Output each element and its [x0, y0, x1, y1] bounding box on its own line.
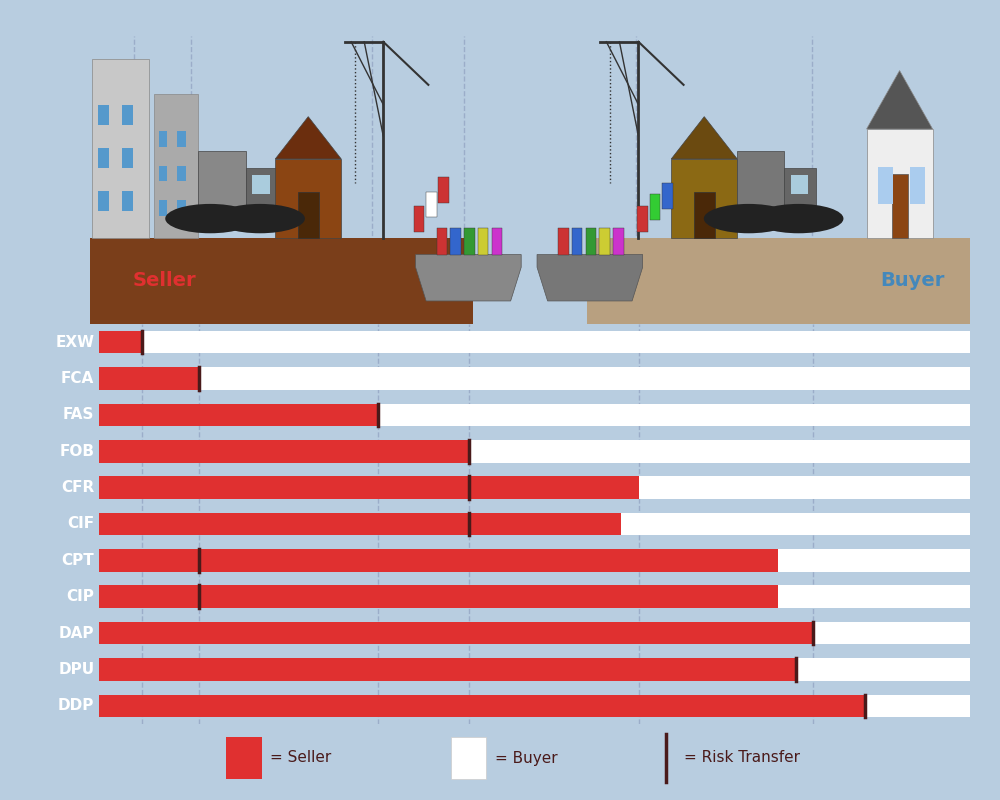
- Polygon shape: [867, 70, 933, 129]
- Bar: [159, 131, 167, 147]
- Bar: [298, 192, 319, 238]
- Bar: [99, 367, 199, 390]
- Polygon shape: [537, 254, 643, 301]
- Polygon shape: [671, 117, 737, 159]
- Bar: [791, 175, 808, 194]
- Circle shape: [215, 204, 305, 234]
- Text: CIF: CIF: [67, 517, 94, 531]
- Bar: [671, 159, 737, 238]
- Bar: [572, 228, 582, 254]
- Text: CPT: CPT: [62, 553, 94, 568]
- Bar: [246, 169, 277, 212]
- Bar: [98, 106, 109, 125]
- Text: Seller: Seller: [133, 271, 197, 290]
- Bar: [177, 166, 186, 182]
- Text: EXW: EXW: [55, 334, 94, 350]
- Text: FOB: FOB: [59, 444, 94, 458]
- Bar: [438, 177, 449, 203]
- Bar: [99, 694, 865, 717]
- Bar: [662, 183, 673, 209]
- Bar: [878, 167, 893, 204]
- Bar: [99, 694, 970, 717]
- Text: FAS: FAS: [63, 407, 94, 422]
- Bar: [99, 331, 970, 354]
- Bar: [99, 622, 813, 644]
- Circle shape: [754, 204, 843, 234]
- Bar: [492, 228, 502, 254]
- Bar: [99, 404, 378, 426]
- Bar: [613, 228, 624, 254]
- Polygon shape: [275, 117, 341, 159]
- Bar: [650, 194, 660, 220]
- Bar: [177, 131, 186, 147]
- Bar: [92, 59, 149, 238]
- Bar: [198, 151, 246, 212]
- Bar: [99, 331, 142, 354]
- Text: = Seller: = Seller: [270, 750, 332, 766]
- Bar: [122, 106, 133, 125]
- Bar: [451, 737, 486, 779]
- Bar: [99, 549, 778, 572]
- Bar: [867, 129, 933, 238]
- Text: FCA: FCA: [61, 371, 94, 386]
- Bar: [159, 166, 167, 182]
- Bar: [122, 191, 133, 211]
- FancyBboxPatch shape: [90, 238, 473, 324]
- Bar: [450, 228, 461, 254]
- Bar: [154, 94, 198, 238]
- Text: Buyer: Buyer: [881, 271, 945, 290]
- Bar: [586, 228, 596, 254]
- Bar: [99, 622, 970, 644]
- Bar: [99, 440, 469, 462]
- Bar: [478, 228, 488, 254]
- Bar: [252, 175, 270, 194]
- Bar: [98, 191, 109, 211]
- Bar: [99, 586, 778, 608]
- Bar: [599, 228, 610, 254]
- Bar: [99, 658, 796, 681]
- Text: = Buyer: = Buyer: [495, 750, 557, 766]
- Text: DDP: DDP: [58, 698, 94, 714]
- Text: DPU: DPU: [58, 662, 94, 677]
- Text: CIP: CIP: [66, 590, 94, 604]
- Bar: [414, 206, 424, 232]
- Bar: [558, 228, 569, 254]
- Bar: [122, 148, 133, 168]
- Bar: [694, 192, 715, 238]
- Text: = Risk Transfer: = Risk Transfer: [684, 750, 800, 766]
- Bar: [637, 206, 648, 232]
- Bar: [99, 658, 970, 681]
- Circle shape: [704, 204, 794, 234]
- Bar: [737, 151, 784, 212]
- Bar: [426, 191, 437, 218]
- Text: CFR: CFR: [61, 480, 94, 495]
- FancyBboxPatch shape: [587, 238, 970, 324]
- Bar: [159, 200, 167, 216]
- Bar: [99, 367, 970, 390]
- Bar: [892, 174, 908, 238]
- Bar: [98, 148, 109, 168]
- Text: DAP: DAP: [59, 626, 94, 641]
- Bar: [99, 440, 970, 462]
- Bar: [99, 476, 970, 499]
- Bar: [177, 200, 186, 216]
- Bar: [99, 476, 639, 499]
- Bar: [99, 549, 970, 572]
- Bar: [437, 228, 447, 254]
- Bar: [275, 159, 341, 238]
- Bar: [99, 513, 970, 535]
- Bar: [226, 737, 262, 779]
- Bar: [99, 513, 621, 535]
- Bar: [99, 404, 970, 426]
- Bar: [464, 228, 475, 254]
- Circle shape: [165, 204, 255, 234]
- Bar: [99, 586, 970, 608]
- Bar: [784, 169, 816, 212]
- Bar: [910, 167, 925, 204]
- Polygon shape: [416, 254, 521, 301]
